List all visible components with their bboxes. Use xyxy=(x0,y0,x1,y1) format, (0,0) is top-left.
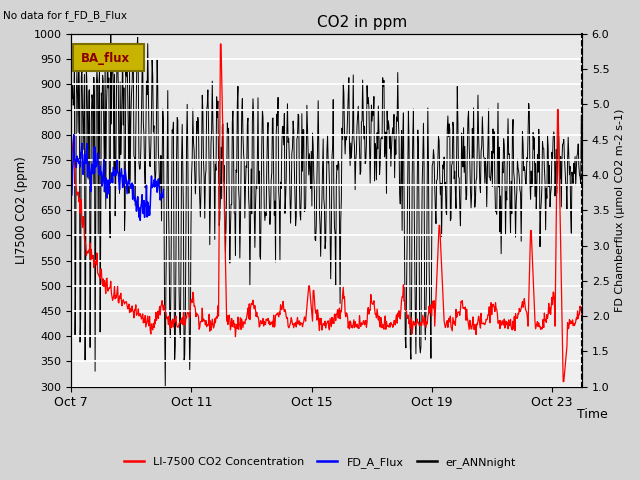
Y-axis label: FD Chamberflux (μmol CO2 m-2 s-1): FD Chamberflux (μmol CO2 m-2 s-1) xyxy=(615,108,625,312)
Y-axis label: LI7500 CO2 (ppm): LI7500 CO2 (ppm) xyxy=(15,156,28,264)
X-axis label: Time: Time xyxy=(577,408,607,421)
Bar xyxy=(71,34,582,336)
Text: BA_flux: BA_flux xyxy=(81,52,130,65)
Legend: LI-7500 CO2 Concentration, FD_A_Flux, er_ANNnight: LI-7500 CO2 Concentration, FD_A_Flux, er… xyxy=(120,452,520,472)
Text: No data for f_FD_B_Flux: No data for f_FD_B_Flux xyxy=(3,11,127,22)
Title: CO2 in ppm: CO2 in ppm xyxy=(317,15,408,30)
